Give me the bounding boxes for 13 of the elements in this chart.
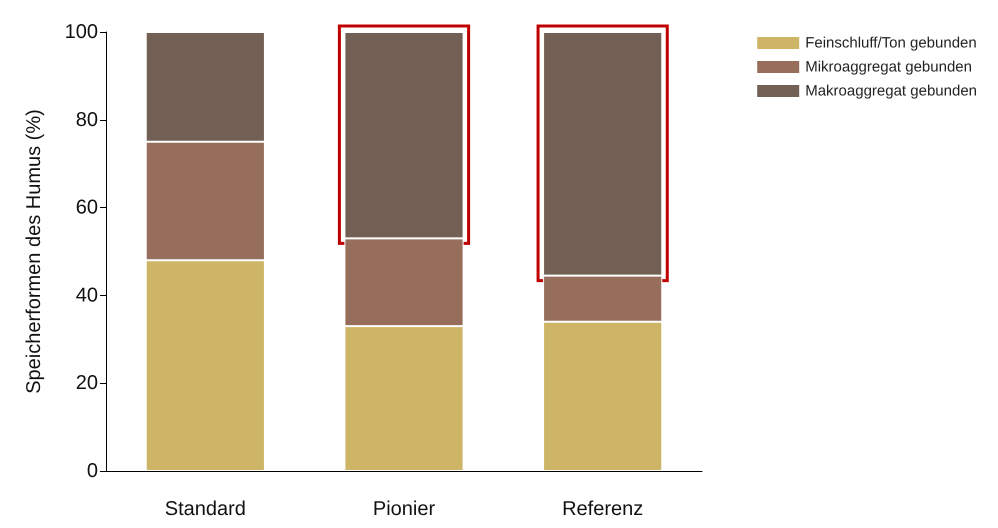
x-tick-label: Referenz [562,498,644,520]
y-tick-label: 0 [86,460,98,482]
y-tick-label: 60 [76,196,98,219]
legend-label: Makroaggregat gebunden [805,82,977,100]
y-tick-label: 20 [76,372,98,394]
y-tick-label: 40 [76,284,98,306]
legend-label: Mikroaggregat gebunden [805,58,972,76]
y-tick-label: 80 [76,108,98,131]
y-axis-title: Speicherformen des Humus (%) [23,109,45,394]
x-tick-label: Pionier [372,498,436,520]
legend-label: Feinschluff/Ton gebunden [805,34,977,52]
x-tick-label: Standard [164,498,246,520]
y-tick-label: 100 [64,21,98,43]
